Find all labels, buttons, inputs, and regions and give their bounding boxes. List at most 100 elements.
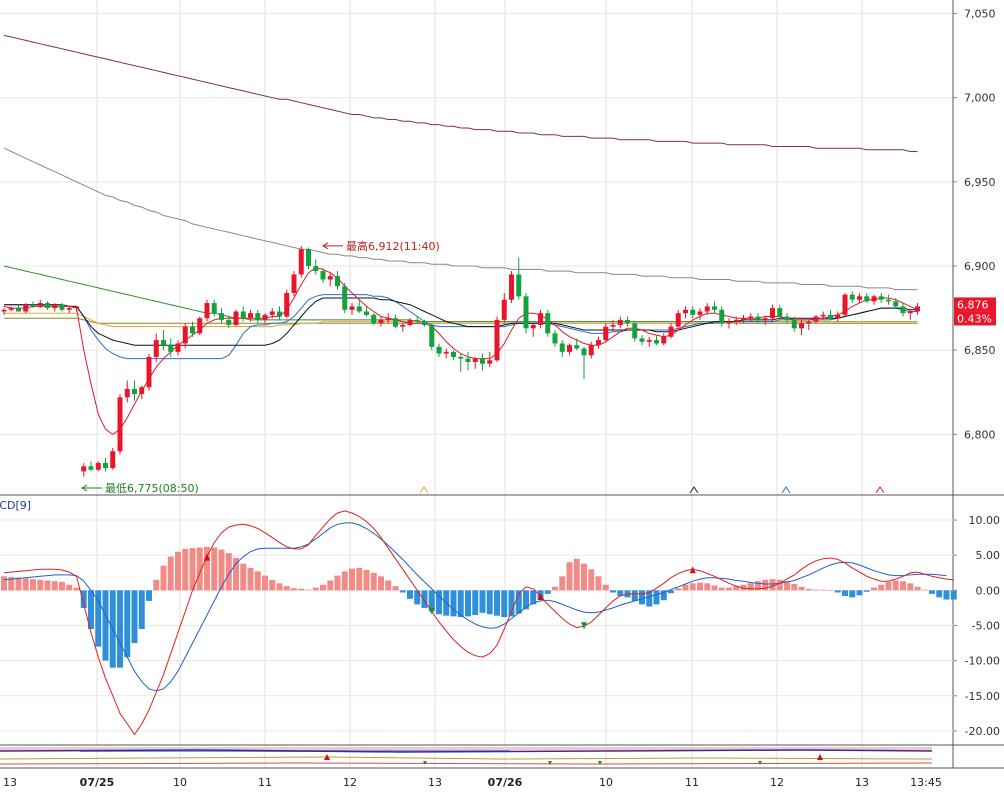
candle-body <box>661 336 667 344</box>
candle-body <box>132 388 137 394</box>
macd-title-label: ACD[9] <box>0 499 31 512</box>
macd-panel: ACD[9] <box>0 499 957 736</box>
last-change-box <box>954 311 996 326</box>
last-change-value: 0.43% <box>957 312 992 325</box>
candle-body <box>610 324 616 327</box>
time-tick-label: 13:45 <box>910 776 942 789</box>
candle-body <box>66 308 72 310</box>
macd-histogram-bar <box>660 590 667 601</box>
candle-body <box>400 324 406 327</box>
macd-histogram-bar <box>283 586 290 591</box>
candle-body <box>219 313 224 320</box>
macd-histogram-bar <box>544 590 551 594</box>
candle-body <box>530 324 536 329</box>
macd-tick-label: 0.00 <box>976 584 1001 597</box>
candle-body <box>878 296 884 300</box>
macd-histogram-bar <box>153 579 160 591</box>
macd-histogram-bar <box>805 588 812 591</box>
candle-body <box>820 314 826 317</box>
candle-body <box>509 274 514 300</box>
time-tick-label: 07/26 <box>488 776 523 789</box>
macd-histogram-bar <box>762 579 769 591</box>
macd-dif-line <box>3 510 954 736</box>
macd-histogram-bar <box>37 579 44 591</box>
candle-body <box>806 321 812 324</box>
macd-tick-label: -20.00 <box>965 725 1000 738</box>
macd-histogram-bar <box>44 580 51 591</box>
candle-body <box>726 321 732 324</box>
macd-histogram-bar <box>131 590 138 644</box>
candle-body <box>8 308 14 310</box>
candle-body <box>240 311 246 319</box>
candle-body <box>545 313 551 334</box>
macd-histogram-bar <box>305 589 312 591</box>
macd-histogram-bar <box>378 576 384 591</box>
macd-histogram-bar <box>791 584 798 591</box>
candle-body <box>516 274 522 297</box>
macd-histogram-bar <box>813 589 819 591</box>
candle-body <box>248 313 253 319</box>
macd-histogram-bar <box>407 590 413 599</box>
bottom-indicator-strip <box>0 744 1004 769</box>
candle-body <box>378 319 384 324</box>
macd-histogram-bar <box>950 590 957 600</box>
macd-histogram-bar <box>682 584 689 591</box>
macd-histogram-bar <box>80 590 87 608</box>
macd-histogram-bar <box>247 567 254 591</box>
macd-cross-marker <box>537 592 544 600</box>
macd-histogram-bar <box>747 583 754 591</box>
macd-histogram-bar <box>138 590 145 630</box>
candle-body <box>458 356 464 359</box>
macd-tick-label: -5.00 <box>972 620 1000 633</box>
candle-body <box>451 351 456 357</box>
candle-body <box>625 319 630 324</box>
candle-body <box>748 316 754 319</box>
price-tick-label: 6,950 <box>964 176 996 189</box>
macd-histogram-bar <box>892 580 899 591</box>
candle-body <box>552 333 558 344</box>
candle-body <box>59 304 65 310</box>
candle-body <box>146 356 152 388</box>
candle-body <box>95 463 101 470</box>
high-arrow <box>322 242 343 250</box>
macd-histogram-bar <box>66 584 73 591</box>
candle-body <box>755 316 761 320</box>
macd-histogram-bar <box>233 558 239 591</box>
macd-histogram-bar <box>784 581 790 591</box>
candle-body <box>813 316 819 322</box>
macd-histogram-bar <box>602 584 609 591</box>
macd-histogram-bar <box>392 586 399 591</box>
strip-signal-up <box>324 754 330 760</box>
macd-histogram-bar <box>175 551 181 591</box>
macd-histogram-bar <box>59 581 65 591</box>
macd-histogram-bar <box>196 547 203 591</box>
candle-body <box>1 309 7 312</box>
candle-body <box>81 466 87 472</box>
macd-histogram-bar <box>559 576 566 591</box>
candle-body <box>828 314 833 319</box>
macd-histogram-bar <box>1 576 7 591</box>
candle-body <box>45 303 50 309</box>
macd-histogram-bar <box>639 590 645 605</box>
macd-histogram-bar <box>834 590 841 593</box>
price-tick-label: 6,800 <box>964 428 996 441</box>
macd-histogram-bar <box>51 581 58 591</box>
candle-body <box>284 292 290 317</box>
candle-body <box>226 319 232 325</box>
macd-histogram-bar <box>320 584 326 591</box>
macd-histogram-bar <box>218 549 225 591</box>
macd-histogram-bar <box>189 548 196 591</box>
macd-histogram-bar <box>327 580 334 591</box>
time-tick-label: 12 <box>343 776 357 789</box>
price-tick-label: 6,850 <box>964 344 996 357</box>
candle-body <box>88 466 94 470</box>
signal-chevron <box>689 486 699 494</box>
candle-body <box>596 340 601 346</box>
candle-body <box>393 318 398 327</box>
candle-body <box>277 311 282 317</box>
time-tick-label: 11 <box>258 776 272 789</box>
candle-body <box>190 326 195 334</box>
macd-histogram-bar <box>124 590 131 658</box>
macd-histogram-bar <box>573 558 580 591</box>
